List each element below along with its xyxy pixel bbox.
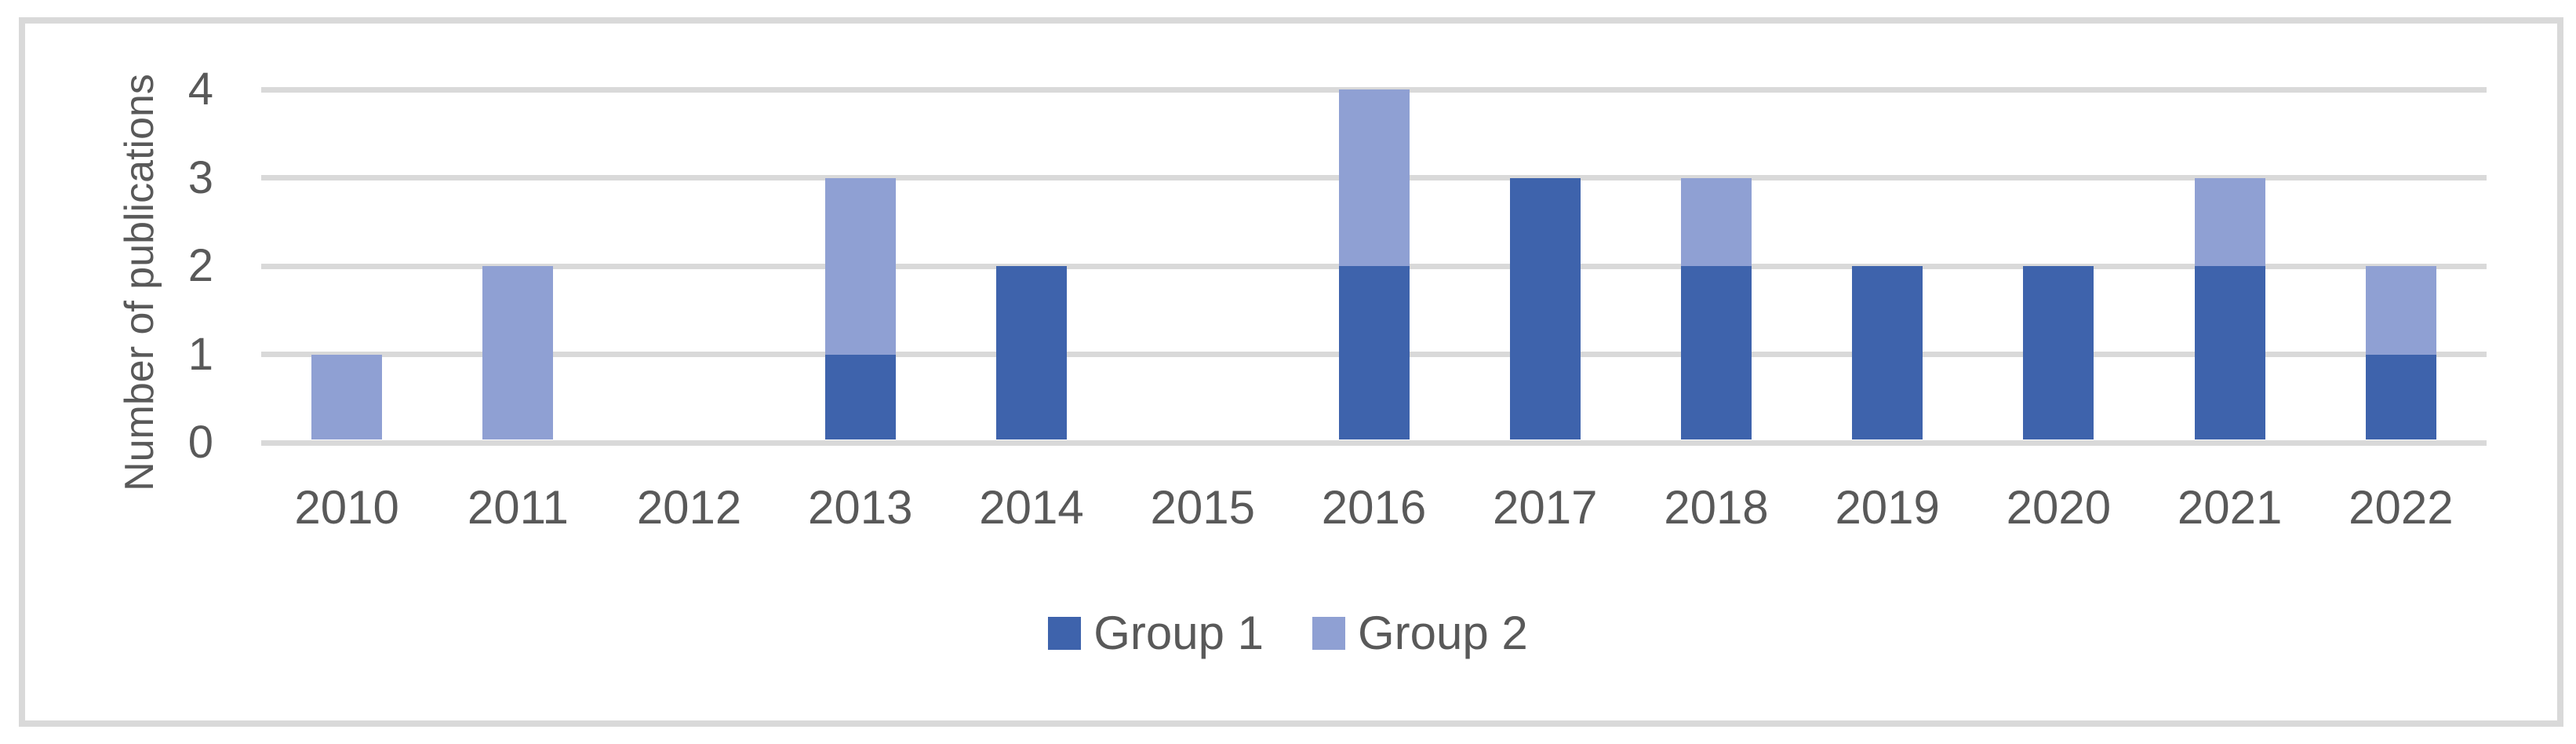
y-tick-label: 3 <box>187 151 213 203</box>
legend: Group 1 Group 2 <box>0 607 2576 659</box>
x-axis-label-2017: 2017 <box>1492 481 1598 534</box>
bar-2018-group-1 <box>1680 266 1752 439</box>
x-axis-label-2015: 2015 <box>1150 481 1255 534</box>
bar-2016-group-1 <box>1338 266 1410 439</box>
bar-2016-group-2 <box>1338 89 1410 266</box>
x-axis-label-2013: 2013 <box>808 481 913 534</box>
x-axis-label-2011: 2011 <box>467 481 569 534</box>
bar-2019-group-1 <box>1852 266 1923 439</box>
legend-label: Group 1 <box>1093 607 1264 659</box>
bar-2020-group-1 <box>2023 266 2094 439</box>
bar-2013-group-1 <box>824 354 896 439</box>
bar-2013-group-2 <box>824 177 896 355</box>
x-axis-label-2012: 2012 <box>636 481 742 534</box>
bar-2014-group-1 <box>996 266 1068 439</box>
bar-2021-group-2 <box>2194 177 2265 266</box>
y-tick-label: 0 <box>187 417 213 468</box>
chart-frame-border <box>19 17 2563 727</box>
x-axis-label-2016: 2016 <box>1321 481 1427 534</box>
bar-2022-group-2 <box>2365 266 2436 355</box>
bar-2011-group-2 <box>482 266 554 439</box>
x-axis-label-2018: 2018 <box>1664 481 1769 534</box>
x-axis-label-2020: 2020 <box>2006 481 2112 534</box>
bar-2021-group-1 <box>2194 266 2265 439</box>
x-axis-label-2014: 2014 <box>979 481 1084 534</box>
legend-label: Group 2 <box>1358 607 1528 659</box>
bar-2018-group-2 <box>1680 177 1752 266</box>
x-axis-label-2019: 2019 <box>1835 481 1940 534</box>
y-tick-label: 1 <box>187 328 213 380</box>
x-axis-label-2022: 2022 <box>2349 481 2454 534</box>
legend-item-group-2: Group 2 <box>1312 607 1528 659</box>
gridline-y-0 <box>261 439 2487 446</box>
x-axis-label-2010: 2010 <box>294 481 399 534</box>
y-tick-label: 4 <box>187 64 213 115</box>
legend-item-group-1: Group 1 <box>1048 607 1264 659</box>
x-axis-label-2021: 2021 <box>2177 481 2283 534</box>
legend-swatch-icon <box>1048 617 1082 650</box>
bar-2017-group-1 <box>1509 177 1581 439</box>
y-tick-label: 2 <box>187 240 213 291</box>
bar-2010-group-2 <box>311 354 383 439</box>
legend-swatch-icon <box>1312 617 1345 650</box>
bar-2022-group-1 <box>2365 354 2436 439</box>
